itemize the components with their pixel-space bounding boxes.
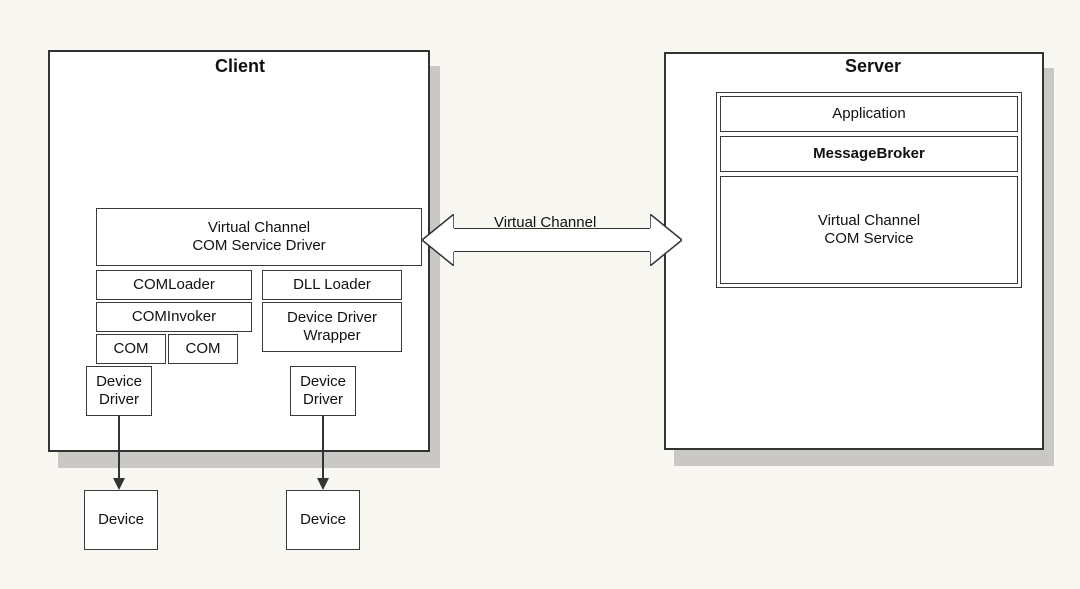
com-invoker-box: COMInvoker <box>96 302 252 332</box>
dev-drv-right-line1: Device <box>300 373 346 391</box>
server-title: Server <box>845 56 901 77</box>
dev-wrapper-line2: Wrapper <box>303 327 360 345</box>
virtual-channel-arrow-head-right-icon <box>650 214 682 266</box>
com-box-a: COM <box>96 334 166 364</box>
vc-driver-line1: Virtual Channel <box>208 219 310 237</box>
com-loader-box: COMLoader <box>96 270 252 300</box>
virtual-channel-arrow-head-left-icon <box>422 214 454 266</box>
dev-drv-left-line1: Device <box>96 373 142 391</box>
virtual-channel-connector-body <box>454 228 650 252</box>
arrow-head-left-icon <box>113 478 125 490</box>
virtual-channel-service-box: Virtual Channel COM Service <box>720 176 1018 284</box>
application-box: Application <box>720 96 1018 132</box>
arrow-line-left <box>118 416 120 478</box>
device-driver-left-box: Device Driver <box>86 366 152 416</box>
vc-service-line1: Virtual Channel <box>818 212 920 230</box>
device-driver-right-box: Device Driver <box>290 366 356 416</box>
dev-drv-left-line2: Driver <box>99 391 139 409</box>
dev-drv-right-line2: Driver <box>303 391 343 409</box>
arrow-head-right-icon <box>317 478 329 490</box>
client-title: Client <box>215 56 265 77</box>
virtual-channel-driver-box: Virtual Channel COM Service Driver <box>96 208 422 266</box>
message-broker-box: MessageBroker <box>720 136 1018 172</box>
device-right-box: Device <box>286 490 360 550</box>
device-driver-wrapper-box: Device Driver Wrapper <box>262 302 402 352</box>
device-left-box: Device <box>84 490 158 550</box>
com-box-b: COM <box>168 334 238 364</box>
dev-wrapper-line1: Device Driver <box>287 309 377 327</box>
vc-service-line2: COM Service <box>824 230 913 248</box>
dll-loader-box: DLL Loader <box>262 270 402 300</box>
arrow-line-right <box>322 416 324 478</box>
vc-driver-line2: COM Service Driver <box>192 237 325 255</box>
virtual-channel-connector-label: Virtual Channel <box>494 214 596 231</box>
